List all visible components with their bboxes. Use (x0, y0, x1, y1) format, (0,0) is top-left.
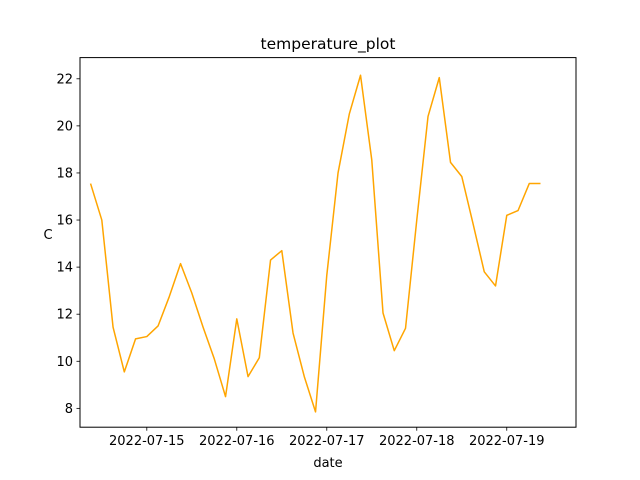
y-tick-label: 20 (56, 119, 73, 134)
chart-title: temperature_plot (261, 35, 396, 54)
y-tick-label: 18 (56, 166, 73, 181)
x-tick-label: 2022-07-15 (109, 434, 185, 449)
y-tick-label: 8 (65, 402, 73, 417)
y-tick-label: 12 (56, 308, 73, 323)
x-tick-label: 2022-07-17 (289, 434, 365, 449)
x-tick-label: 2022-07-18 (379, 434, 455, 449)
series-line (89, 74, 541, 413)
x-axis-label: date (313, 456, 342, 471)
y-tick-label: 14 (56, 261, 73, 276)
y-tick-label: 16 (56, 214, 73, 229)
x-tick-label: 2022-07-16 (199, 434, 275, 449)
y-tick-label: 22 (56, 72, 73, 87)
y-axis-label: C (43, 228, 52, 243)
plot-area (89, 74, 541, 413)
axes-frame (79, 57, 577, 428)
x-axis: 2022-07-15 2022-07-16 2022-07-17 2022-07-18… (109, 427, 545, 449)
y-tick-label: 10 (56, 355, 73, 370)
y-axis: 8 10 12 14 16 18 20 22 (56, 72, 80, 417)
x-tick-label: 2022-07-19 (469, 434, 545, 449)
